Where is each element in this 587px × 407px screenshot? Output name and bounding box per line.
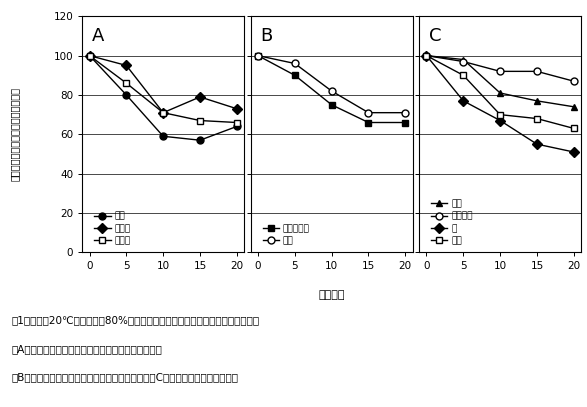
紅玉 — [402, 110, 409, 115]
さんさ — [197, 118, 204, 123]
Text: 収穫時を基準とした相対硬度（％）: 収穫時を基準とした相対硬度（％） — [9, 88, 20, 181]
Legend: 国光, きたろう, 恵, 北斗: 国光, きたろう, 恵, 北斗 — [429, 197, 475, 248]
さんさ — [160, 110, 167, 115]
きたろう — [570, 79, 577, 84]
北斗 — [534, 116, 541, 121]
恵 — [423, 53, 430, 58]
Line: 国光: 国光 — [423, 52, 577, 110]
紅玉 — [255, 53, 262, 58]
恵 — [497, 118, 504, 123]
きたろう — [534, 69, 541, 74]
国光 — [534, 98, 541, 103]
国光 — [423, 53, 430, 58]
こうたろう — [328, 103, 335, 107]
つがる — [197, 94, 204, 99]
北斗 — [570, 126, 577, 131]
こうたろう — [255, 53, 262, 58]
Text: A: A — [92, 27, 104, 45]
きたろう — [423, 53, 430, 58]
こうたろう — [402, 120, 409, 125]
さんさ — [233, 120, 240, 125]
恵 — [570, 150, 577, 155]
紅玉 — [328, 89, 335, 94]
恵 — [460, 98, 467, 103]
陋奈 — [86, 53, 93, 58]
Line: さんさ: さんさ — [86, 52, 240, 126]
北斗 — [460, 73, 467, 78]
国光 — [570, 104, 577, 109]
Line: 陋奈: 陋奈 — [86, 52, 240, 144]
Text: （A）谯蔵１０日目までに急激な軟化がみられる品種: （A）谯蔵１０日目までに急激な軟化がみられる品種 — [12, 344, 163, 354]
Text: 谯蔵日数: 谯蔵日数 — [318, 290, 345, 300]
つがる — [233, 106, 240, 111]
さんさ — [123, 81, 130, 85]
きたろう — [497, 69, 504, 74]
Line: 恵: 恵 — [423, 52, 577, 155]
つがる — [123, 63, 130, 68]
陋奈 — [123, 92, 130, 97]
Line: 北斗: 北斗 — [423, 52, 577, 132]
紅玉 — [291, 61, 298, 66]
Text: C: C — [429, 27, 441, 45]
Legend: 陋奈, つがる, さんさ: 陋奈, つがる, さんさ — [92, 209, 133, 248]
Line: つがる: つがる — [86, 52, 240, 116]
国光 — [460, 57, 467, 62]
Text: 図1　収穫後20℃、相対湿度80%で谯蔵したリンゴ果実の谯蔵中の相対硬度変化: 図1 収穫後20℃、相対湿度80%で谯蔵したリンゴ果実の谯蔵中の相対硬度変化 — [12, 315, 260, 326]
国光 — [497, 91, 504, 96]
紅玉 — [365, 110, 372, 115]
Line: こうたろう: こうたろう — [255, 52, 409, 126]
Line: きたろう: きたろう — [423, 52, 577, 85]
恵 — [534, 142, 541, 147]
Text: （B）１５日目までなだらかに軟化する品種　　（C）２０日間軟化が続く品種: （B）１５日目までなだらかに軟化する品種 （C）２０日間軟化が続く品種 — [12, 372, 239, 383]
こうたろう — [291, 73, 298, 78]
きたろう — [460, 59, 467, 64]
つがる — [86, 53, 93, 58]
Text: B: B — [261, 27, 272, 45]
北斗 — [423, 53, 430, 58]
陋奈 — [233, 124, 240, 129]
北斗 — [497, 112, 504, 117]
Line: 紅玉: 紅玉 — [255, 52, 409, 116]
Legend: こうたろう, 紅玉: こうたろう, 紅玉 — [260, 221, 312, 248]
陋奈 — [160, 134, 167, 139]
つがる — [160, 110, 167, 115]
こうたろう — [365, 120, 372, 125]
さんさ — [86, 53, 93, 58]
陋奈 — [197, 138, 204, 143]
